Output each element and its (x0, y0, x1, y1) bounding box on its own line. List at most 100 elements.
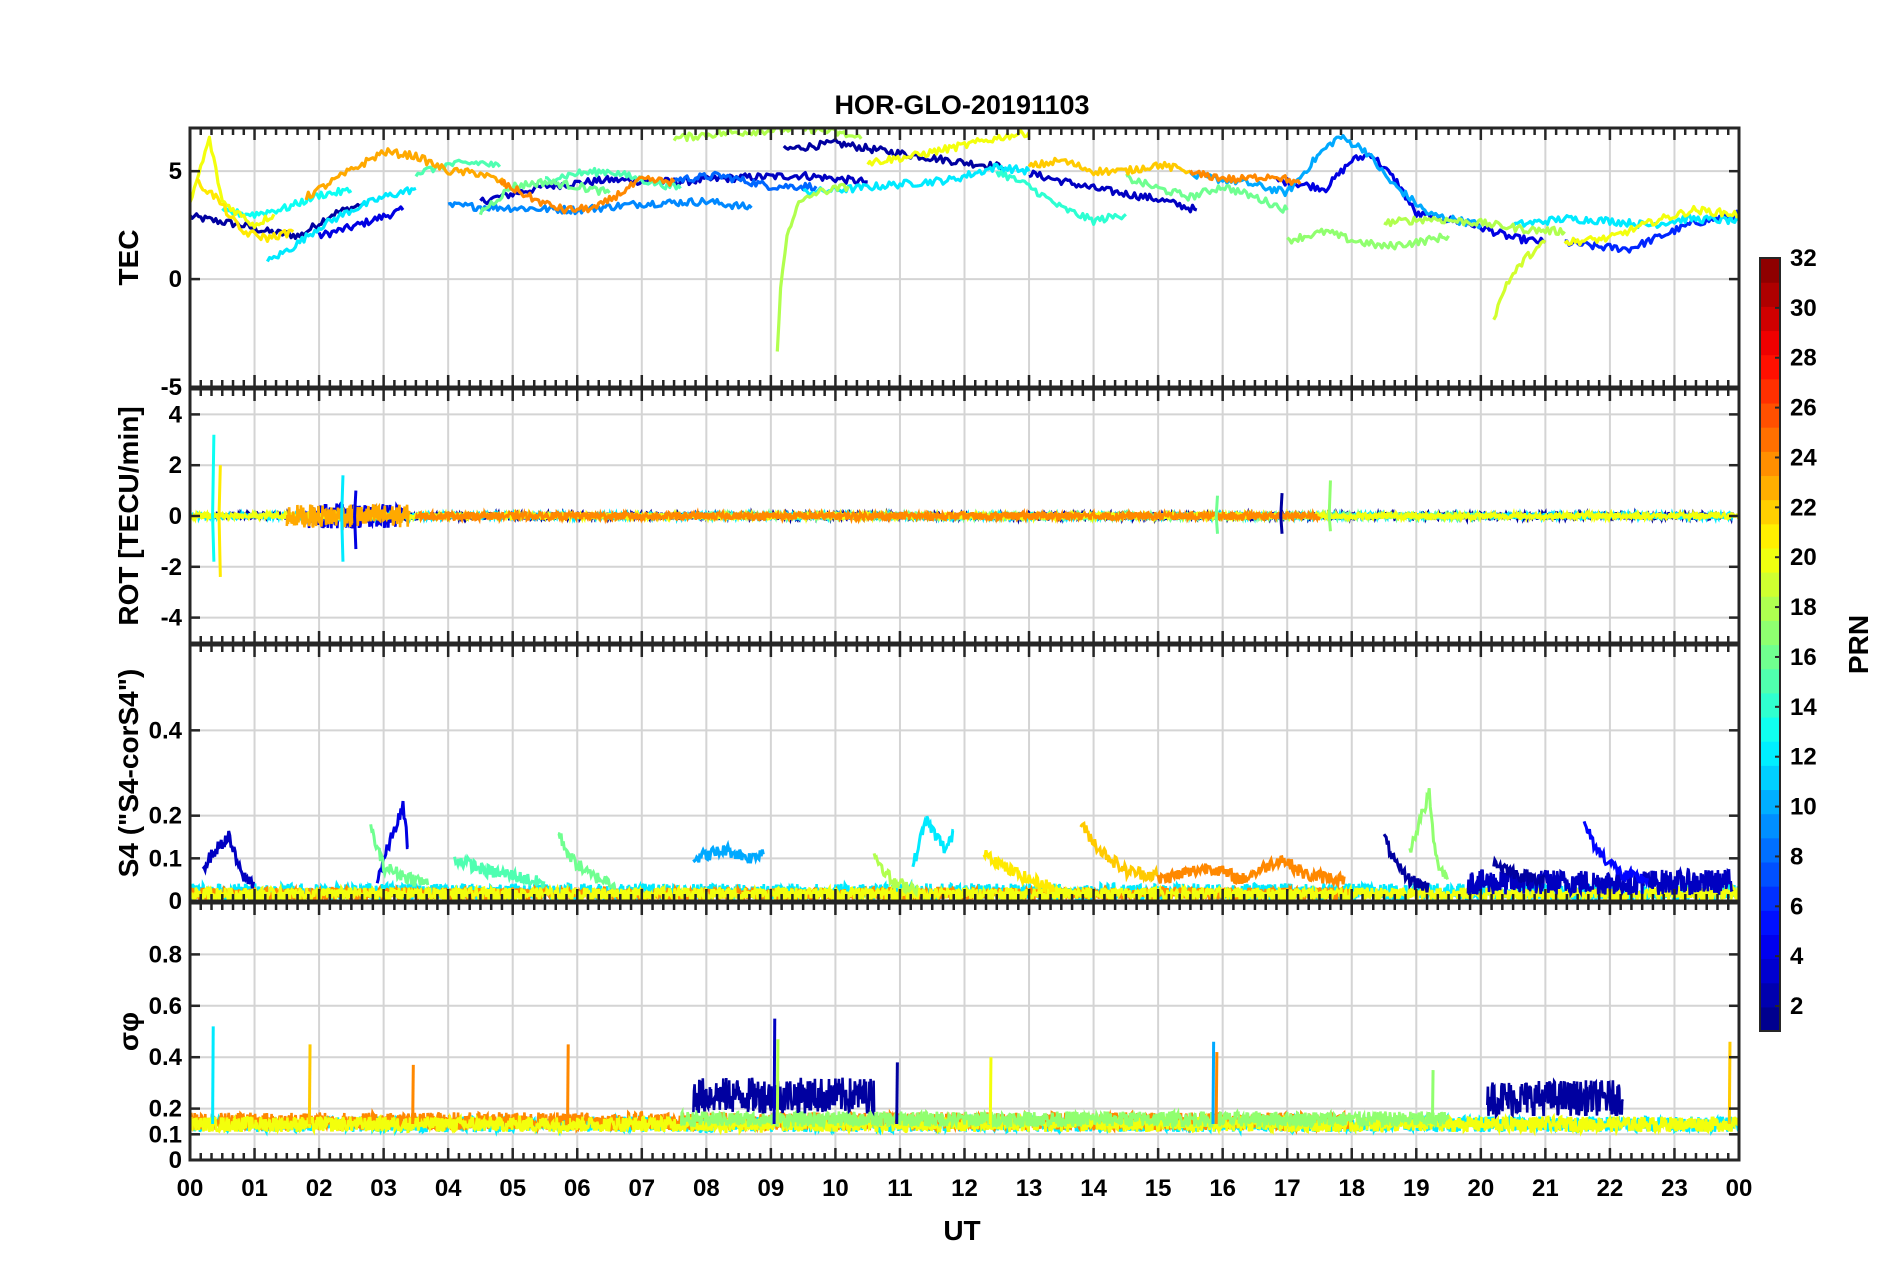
x-tick-label: 16 (1209, 1175, 1236, 1202)
y-tick-label: 0 (169, 1147, 182, 1174)
y-tick-label: 0 (169, 503, 182, 530)
x-tick-label: 03 (370, 1175, 397, 1202)
spike-prn-21 (217, 465, 222, 517)
data-layer (190, 434, 1739, 577)
y-tick-label: 0 (169, 888, 182, 915)
colorbar-segment (1760, 765, 1780, 791)
y-tick-label: 4 (169, 401, 183, 428)
colorbar-tick-label: 2 (1790, 993, 1803, 1020)
spike-prn-3 (772, 1018, 777, 1125)
noise-series-prn-24 (414, 507, 1321, 525)
event-prn-17 (1408, 788, 1449, 880)
series-line-prn-12 (265, 186, 417, 263)
series-line-prn-12 (1511, 213, 1739, 230)
event-prn-3 (201, 830, 255, 889)
colorbar-segment (1760, 692, 1780, 718)
series-line-prn-2 (190, 202, 365, 240)
colorbar-segment (1760, 644, 1780, 670)
series-line-prn-4 (1274, 152, 1547, 245)
colorbar-tick-label: 20 (1790, 544, 1817, 571)
spike-prn-18 (775, 1039, 780, 1125)
x-tick-label: 18 (1338, 1175, 1365, 1202)
colorbar-segment (1760, 982, 1780, 1008)
spike-prn-16 (1214, 495, 1220, 517)
colorbar-segment (1760, 523, 1780, 549)
series-line-prn-22 (1027, 156, 1191, 177)
x-tick-label: 10 (822, 1175, 849, 1202)
y-tick-label: 0.8 (149, 941, 182, 968)
colorbar-tick-label: 28 (1790, 345, 1817, 372)
spike-prn-13 (211, 515, 216, 562)
noise-series-prn-2 (692, 1077, 876, 1117)
event-prn-10 (692, 839, 765, 865)
panel-ROT: -4 -2 0 2 4 ROT [TECU/min] (113, 387, 1741, 645)
colorbar-tick-label: 4 (1790, 943, 1804, 970)
colorbar-tick-label: 26 (1790, 395, 1817, 422)
colorbar-frame (1759, 257, 1781, 1032)
colorbar-tick-label: 16 (1790, 644, 1817, 671)
spike-prn-20 (988, 1057, 993, 1125)
spike-prn-10 (1211, 1041, 1216, 1125)
x-tick-label: 09 (758, 1175, 785, 1202)
series-line-prn-24 (498, 175, 676, 215)
y-axis-label: TEC (113, 230, 144, 286)
spike-prn-22 (307, 1044, 312, 1125)
colorbar-segment (1760, 572, 1780, 597)
spike-prn-24 (1214, 1052, 1219, 1125)
series-line-prn-17 (1286, 227, 1450, 251)
data-layer (190, 128, 1739, 352)
series-line-prn-20 (1563, 205, 1739, 247)
colorbar-tick-label: 22 (1790, 494, 1817, 521)
x-tick-label: 08 (693, 1175, 720, 1202)
series-line-prn-20 (866, 128, 1031, 167)
spike-prn-13 (211, 434, 216, 517)
event-prn-16 (369, 824, 430, 887)
panel-sigma_phi: 00.10.2 0.4 0.6 0.8 σφ (113, 901, 1741, 1174)
colorbar-segment (1760, 934, 1780, 960)
spike-prn-12 (340, 515, 345, 562)
colorbar-tick-label: 30 (1790, 295, 1817, 322)
y-tick-label: 5 (169, 158, 182, 185)
colorbar-tick-label: 6 (1790, 893, 1803, 920)
spike-prn-12 (211, 1026, 215, 1125)
colorbar-segment (1760, 789, 1780, 815)
series-line-prn-9 (447, 196, 753, 216)
colorbar-segment (1760, 910, 1780, 935)
x-axis-label: UT (943, 1215, 980, 1246)
y-tick-label: 0 (169, 266, 182, 293)
event-prn-15 (453, 853, 546, 889)
x-tick-label: 05 (499, 1175, 526, 1202)
x-tick-label: 23 (1661, 1175, 1688, 1202)
event-prn-18 (872, 853, 920, 898)
spike-prn-17 (1430, 1070, 1435, 1125)
spike-prn-17 (1327, 515, 1332, 532)
series-line-prn-24 (1188, 169, 1302, 186)
series-line-prn-4 (317, 205, 405, 240)
noise-series-prn-3 (1466, 865, 1734, 899)
colorbar-segment (1760, 451, 1780, 477)
x-tick-label: 04 (435, 1175, 462, 1202)
spike-prn-22 (1727, 1041, 1732, 1125)
data-layer (190, 1018, 1739, 1137)
colorbar-segment (1760, 547, 1780, 573)
y-tick-label: 0.4 (149, 717, 183, 744)
noise-series-prn-2 (1486, 1077, 1625, 1120)
chart-title: HOR-GLO-20191103 (834, 90, 1089, 120)
y-tick-label: 0.2 (149, 1096, 182, 1123)
y-tick-label: 0.2 (149, 803, 182, 830)
x-tick-label: 00 (177, 1175, 204, 1202)
series-line-prn-18 (1383, 215, 1566, 236)
spike-prn-16 (1214, 515, 1219, 534)
colorbar-tick-label: 8 (1790, 843, 1803, 870)
y-axis-label: ROT [TECU/min] (113, 406, 144, 625)
noise-series-prn-23 (285, 502, 411, 531)
colorbar-tick-label: 14 (1790, 694, 1817, 721)
colorbar-segment (1760, 813, 1780, 839)
colorbar-segment (1760, 1006, 1780, 1032)
colorbar-tick-label: 18 (1790, 594, 1817, 621)
y-tick-label: -2 (161, 554, 182, 581)
series-line-prn-14 (995, 169, 1127, 226)
